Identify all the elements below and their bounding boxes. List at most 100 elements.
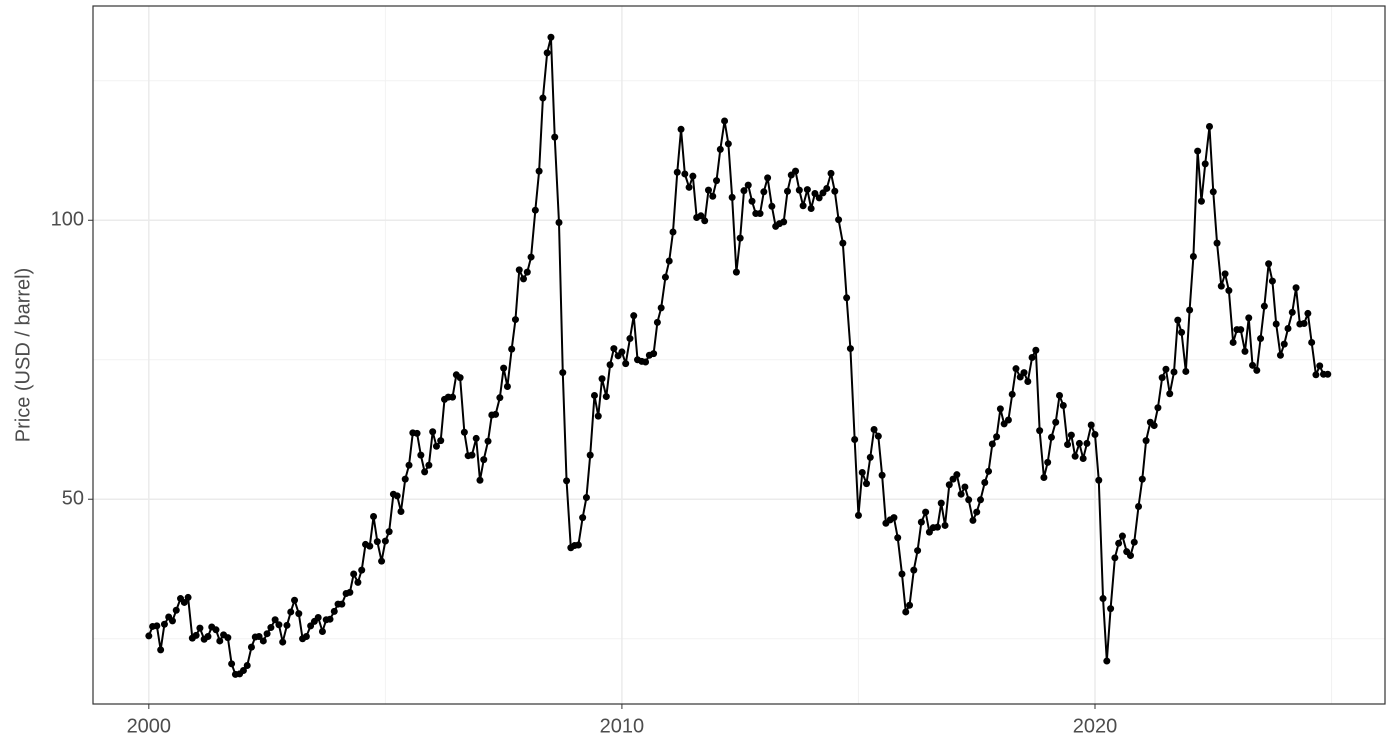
data-point bbox=[468, 451, 476, 459]
data-point bbox=[1201, 160, 1209, 168]
data-point bbox=[1253, 366, 1261, 374]
data-point bbox=[1257, 335, 1265, 343]
data-point bbox=[1189, 253, 1197, 261]
data-point bbox=[1288, 308, 1296, 316]
data-point bbox=[295, 610, 303, 618]
data-point bbox=[511, 316, 519, 324]
data-point bbox=[523, 268, 531, 276]
data-point bbox=[709, 192, 717, 200]
data-point bbox=[500, 364, 508, 372]
data-point bbox=[1091, 431, 1099, 439]
data-point bbox=[1205, 123, 1213, 131]
data-point bbox=[1260, 302, 1268, 310]
data-point bbox=[1316, 362, 1324, 370]
data-point bbox=[823, 184, 831, 192]
data-point bbox=[1036, 427, 1044, 435]
data-point bbox=[460, 428, 468, 436]
data-point bbox=[271, 616, 279, 624]
data-point bbox=[594, 412, 602, 420]
data-point bbox=[630, 312, 638, 320]
data-point bbox=[515, 266, 523, 274]
data-point bbox=[267, 624, 275, 632]
data-point bbox=[496, 394, 504, 402]
data-point bbox=[1158, 374, 1166, 382]
data-point bbox=[358, 566, 366, 574]
data-point bbox=[539, 94, 547, 102]
data-point bbox=[302, 632, 310, 640]
data-point bbox=[1044, 458, 1052, 466]
data-point bbox=[993, 433, 1001, 441]
data-point bbox=[559, 369, 567, 377]
data-point bbox=[503, 383, 511, 391]
data-point bbox=[862, 480, 870, 488]
data-point bbox=[579, 514, 587, 522]
data-point bbox=[977, 496, 985, 504]
data-point bbox=[811, 189, 819, 197]
data-point bbox=[204, 632, 212, 640]
data-point bbox=[1052, 418, 1060, 426]
data-point bbox=[1059, 401, 1067, 409]
data-point bbox=[401, 475, 409, 483]
data-point bbox=[933, 523, 941, 531]
data-point bbox=[1126, 552, 1134, 560]
data-point bbox=[1150, 422, 1158, 430]
data-point bbox=[1162, 365, 1170, 373]
data-point bbox=[378, 557, 386, 565]
data-point bbox=[1186, 306, 1194, 314]
data-point bbox=[547, 33, 555, 41]
data-point bbox=[815, 194, 823, 202]
data-point bbox=[894, 534, 902, 542]
data-point bbox=[669, 228, 677, 236]
data-point bbox=[945, 481, 953, 489]
data-point bbox=[437, 437, 445, 445]
data-point bbox=[385, 528, 393, 536]
data-point bbox=[381, 537, 389, 545]
data-point bbox=[1142, 437, 1150, 445]
data-point bbox=[665, 257, 673, 265]
data-point bbox=[870, 425, 878, 433]
data-point bbox=[405, 461, 413, 469]
data-point bbox=[760, 188, 768, 196]
data-point bbox=[1004, 416, 1012, 424]
data-point bbox=[1237, 326, 1245, 334]
data-point bbox=[1245, 314, 1253, 322]
data-point bbox=[145, 632, 153, 640]
data-point bbox=[476, 476, 484, 484]
data-point bbox=[239, 667, 247, 675]
data-point bbox=[350, 570, 358, 578]
data-point bbox=[586, 451, 594, 459]
data-point bbox=[196, 624, 204, 632]
data-point bbox=[1292, 284, 1300, 292]
data-point bbox=[157, 646, 165, 654]
data-point bbox=[543, 49, 551, 57]
data-point bbox=[397, 508, 405, 516]
data-point bbox=[1213, 239, 1221, 247]
data-point bbox=[650, 350, 658, 358]
y-tick-label: 50 bbox=[62, 488, 84, 510]
data-point bbox=[247, 643, 255, 651]
data-point bbox=[1040, 473, 1048, 481]
data-point bbox=[704, 186, 712, 194]
data-point bbox=[421, 468, 429, 476]
data-point bbox=[622, 360, 630, 368]
data-point bbox=[508, 345, 516, 353]
data-point bbox=[953, 471, 961, 479]
data-point bbox=[1012, 365, 1020, 373]
data-point bbox=[1170, 368, 1178, 376]
data-point bbox=[346, 588, 354, 596]
data-point bbox=[724, 140, 732, 148]
data-point bbox=[937, 499, 945, 507]
data-point bbox=[1182, 367, 1190, 375]
data-point bbox=[866, 453, 874, 461]
data-point bbox=[701, 217, 709, 225]
data-point bbox=[843, 294, 851, 302]
data-point bbox=[1138, 475, 1146, 483]
data-point bbox=[153, 622, 161, 630]
data-point bbox=[393, 492, 401, 500]
data-point bbox=[961, 483, 969, 491]
data-point bbox=[1304, 309, 1312, 317]
data-point bbox=[1272, 320, 1280, 328]
data-point bbox=[969, 516, 977, 524]
data-point bbox=[965, 496, 973, 504]
data-point bbox=[1217, 282, 1225, 290]
